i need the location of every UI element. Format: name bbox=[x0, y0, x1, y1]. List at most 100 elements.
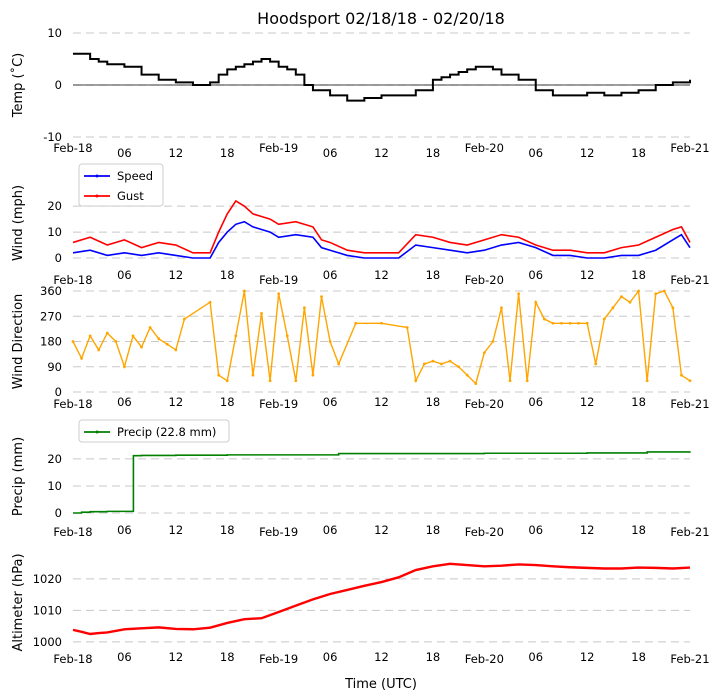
chart-title: Hoodsport 02/18/18 - 02/20/18 bbox=[257, 9, 505, 28]
wind-speed-speed-line bbox=[72, 220, 691, 259]
x-tick-label: 06 bbox=[117, 395, 132, 409]
temperature-ytick-label: -10 bbox=[43, 130, 62, 144]
x-tick-label: Feb-20 bbox=[465, 397, 504, 411]
x-tick-label: Feb-19 bbox=[259, 141, 298, 155]
wind-direction-point bbox=[140, 345, 143, 349]
wind-direction-point bbox=[594, 362, 598, 366]
x-axis-label: Time (UTC) bbox=[344, 677, 417, 692]
x-tick-label: Feb-21 bbox=[670, 397, 709, 411]
x-tick-label: Feb-21 bbox=[670, 141, 709, 155]
wind-direction-point bbox=[260, 312, 263, 315]
wind-direction-point bbox=[534, 300, 538, 304]
x-tick-label: 18 bbox=[426, 268, 441, 282]
x-tick-label: Feb-18 bbox=[53, 652, 92, 666]
wind-direction-point bbox=[440, 362, 443, 366]
wind-direction-point bbox=[183, 317, 186, 321]
x-tick-label: 12 bbox=[580, 650, 595, 664]
wind-speed-panel: 0 10 20 Wind (mph) Feb-18 06 12 18 Feb-19 06 12 18 F… bbox=[11, 163, 710, 287]
x-tick-label: Feb-20 bbox=[465, 141, 504, 155]
x-tick-label: Feb-19 bbox=[259, 397, 298, 411]
precipitation-ytick-label: 20 bbox=[47, 452, 62, 466]
x-tick-label: 06 bbox=[323, 268, 338, 282]
wind-direction-ytick-label: 360 bbox=[40, 284, 62, 298]
wind-direction-point bbox=[268, 379, 272, 383]
wind-direction-point bbox=[277, 292, 281, 296]
wind-speed-gust-line bbox=[72, 199, 691, 254]
altimeter-ylabel: Altimeter (hPa) bbox=[11, 553, 26, 651]
x-tick-label: 12 bbox=[580, 268, 595, 282]
x-tick-label: Feb-20 bbox=[465, 525, 504, 539]
wind-direction-point bbox=[628, 300, 632, 304]
wind-direction-ytick-label: 0 bbox=[55, 385, 62, 399]
precipitation-ytick-label: 0 bbox=[55, 506, 62, 520]
x-tick-label: 06 bbox=[117, 650, 132, 664]
panels: -10 0 10 Temp (˚C) Feb-18 06 12 18 Feb-19 06 12 18 F… bbox=[10, 26, 710, 666]
x-tick-label: 18 bbox=[631, 268, 646, 282]
wind-direction-point bbox=[302, 306, 306, 310]
x-tick-label: 18 bbox=[220, 268, 235, 282]
wind-direction-point bbox=[225, 379, 229, 383]
x-tick-label: Feb-19 bbox=[259, 652, 298, 666]
wind-speed-legend-marker bbox=[95, 174, 99, 178]
wind-direction-point bbox=[500, 306, 503, 310]
x-tick-label: 12 bbox=[169, 268, 184, 282]
wind-direction-point bbox=[105, 331, 109, 335]
wind-direction-point bbox=[542, 317, 546, 321]
x-tick-label: 12 bbox=[169, 650, 184, 664]
x-tick-label: 06 bbox=[528, 523, 543, 537]
wind-direction-point bbox=[208, 300, 212, 304]
wind-speed-ytick-label: 0 bbox=[55, 251, 62, 265]
x-tick-label: 06 bbox=[323, 523, 338, 537]
wind-direction-point bbox=[311, 373, 315, 377]
wind-direction-point bbox=[671, 306, 675, 310]
x-tick-label: 18 bbox=[426, 395, 441, 409]
wind-direction-point bbox=[123, 365, 126, 369]
x-tick-label: 18 bbox=[631, 395, 646, 409]
wind-direction-ylabel: Wind Direction bbox=[11, 294, 26, 390]
temperature-ytick-label: 0 bbox=[55, 78, 62, 92]
wind-direction-series-line bbox=[72, 289, 691, 385]
x-tick-label: 12 bbox=[374, 395, 389, 409]
x-tick-label: 06 bbox=[528, 146, 543, 160]
x-tick-label: Feb-19 bbox=[259, 273, 298, 287]
wind-direction-point bbox=[242, 289, 246, 293]
x-tick-label: Feb-20 bbox=[465, 273, 504, 287]
wind-direction-point bbox=[637, 289, 640, 293]
wind-direction-point bbox=[482, 351, 486, 355]
x-tick-label: 18 bbox=[220, 650, 235, 664]
wind-direction-point bbox=[680, 373, 683, 377]
wind-direction-ytick-label: 270 bbox=[40, 309, 62, 323]
precipitation-ylabel: Precip (mm) bbox=[11, 437, 26, 516]
x-tick-label: Feb-18 bbox=[53, 273, 92, 287]
wind-direction-point bbox=[422, 362, 426, 366]
wind-direction-point bbox=[414, 379, 418, 383]
x-tick-label: 06 bbox=[528, 395, 543, 409]
wind-direction-point bbox=[431, 359, 435, 363]
altimeter-panel: 1000 1010 1020 Altimeter (hPa) Feb-18 06 12 18 F… bbox=[11, 553, 710, 666]
wind-direction-point bbox=[71, 340, 75, 343]
wind-speed-legend-label: Speed bbox=[117, 169, 153, 183]
wind-direction-point bbox=[320, 295, 323, 299]
x-tick-label: Feb-21 bbox=[670, 525, 709, 539]
wind-direction-point bbox=[157, 337, 161, 341]
wind-direction-point bbox=[517, 292, 521, 296]
x-tick-label: 18 bbox=[631, 146, 646, 160]
wind-direction-point bbox=[491, 340, 495, 343]
wind-direction-point bbox=[585, 321, 589, 325]
wind-direction-point bbox=[577, 321, 580, 325]
wind-direction-point bbox=[97, 348, 101, 352]
wind-direction-point bbox=[114, 340, 118, 343]
wind-direction-point bbox=[405, 326, 409, 329]
x-tick-label: 12 bbox=[580, 146, 595, 160]
wind-direction-ytick-label: 90 bbox=[47, 360, 62, 374]
wind-direction-point bbox=[645, 379, 649, 383]
wind-direction-point bbox=[88, 334, 92, 338]
x-tick-label: 06 bbox=[117, 268, 132, 282]
x-tick-label: 12 bbox=[374, 146, 389, 160]
x-tick-label: 12 bbox=[374, 650, 389, 664]
altimeter-ytick-label: 1000 bbox=[33, 635, 62, 649]
wind-direction-point bbox=[80, 356, 83, 360]
x-tick-label: 18 bbox=[426, 650, 441, 664]
wind-direction-point bbox=[465, 373, 469, 377]
